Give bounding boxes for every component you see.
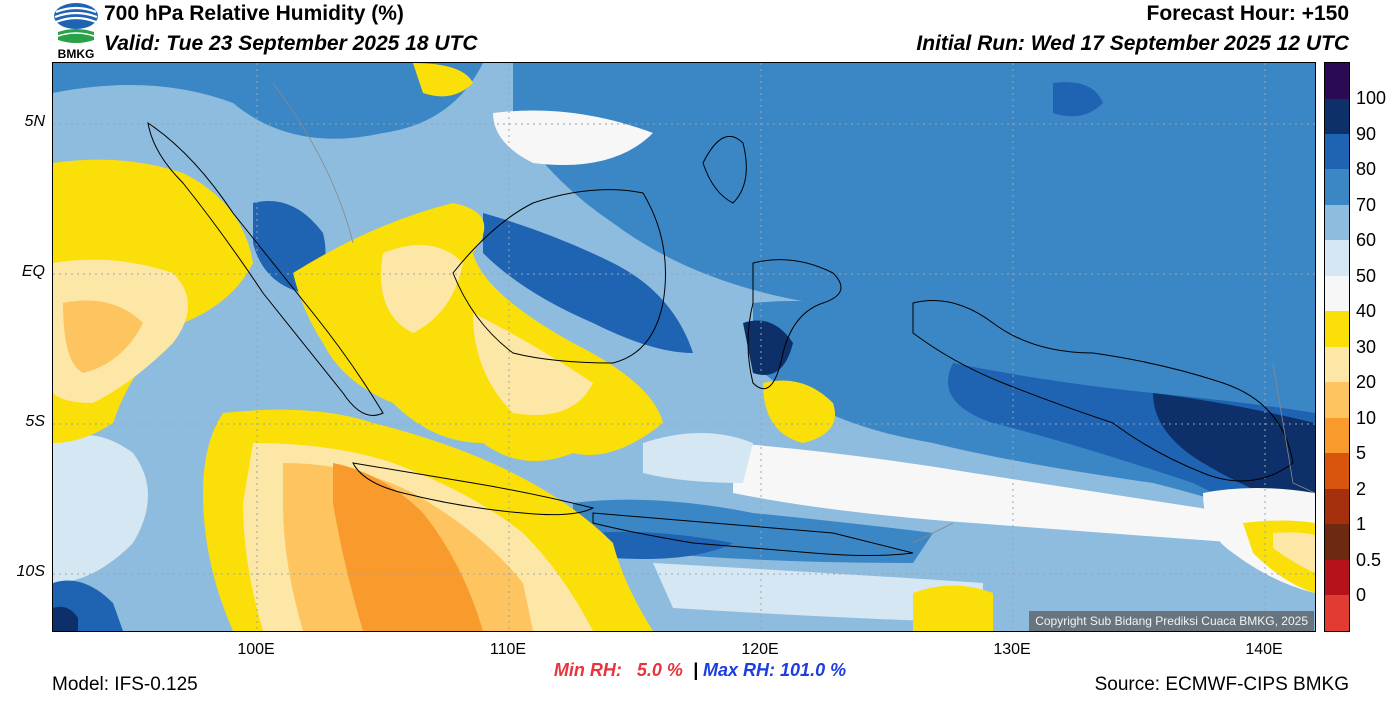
map-title: 700 hPa Relative Humidity (%) bbox=[104, 2, 404, 25]
colorbar-label: 90 bbox=[1356, 124, 1377, 144]
colorbar-label: 2 bbox=[1356, 479, 1367, 499]
colorbar-segment bbox=[1325, 595, 1349, 631]
colorbar-segment bbox=[1325, 134, 1349, 169]
colorbar-label: 100 bbox=[1356, 88, 1387, 108]
lon-label-110e: 110E bbox=[489, 641, 527, 658]
lon-label-120e: 120E bbox=[741, 641, 779, 658]
rh-stats: Min RH: 5.0 % | Max RH: 101.0 % bbox=[0, 660, 1400, 681]
colorbar-label: 70 bbox=[1356, 195, 1377, 215]
valid-time: Valid: Tue 23 September 2025 18 UTC bbox=[104, 32, 478, 55]
lat-label-5n: 5N bbox=[24, 113, 45, 130]
colorbar-segment bbox=[1325, 205, 1349, 240]
colorbar-segment bbox=[1325, 276, 1349, 311]
colorbar-label: 0 bbox=[1356, 585, 1367, 605]
colorbar-segment bbox=[1325, 240, 1349, 276]
bmkg-logo-icon: BMKG bbox=[52, 2, 100, 61]
colorbar-segment bbox=[1325, 99, 1349, 134]
colorbar-segment bbox=[1325, 453, 1349, 489]
colorbar-segment bbox=[1325, 560, 1349, 595]
colorbar-label: 20 bbox=[1356, 372, 1377, 392]
max-rh: Max RH: 101.0 % bbox=[703, 660, 846, 680]
max-rh-label: Max RH: bbox=[703, 660, 776, 680]
colorbar-segment bbox=[1325, 169, 1349, 205]
model-info: Model: IFS-0.125 bbox=[52, 674, 198, 695]
colorbar-segment bbox=[1325, 311, 1349, 347]
lon-label-140e: 140E bbox=[1245, 641, 1283, 658]
colorbar-label: 1 bbox=[1356, 514, 1367, 534]
colorbar-label: 30 bbox=[1356, 337, 1377, 357]
colorbar-label: 60 bbox=[1356, 230, 1377, 250]
max-rh-value: 101.0 % bbox=[780, 660, 847, 680]
colorbar-segment bbox=[1325, 347, 1349, 382]
lat-label-10s: 10S bbox=[16, 563, 45, 580]
initial-run: Initial Run: Wed 17 September 2025 12 UT… bbox=[916, 32, 1349, 55]
source-info: Source: ECMWF-CIPS BMKG bbox=[1094, 674, 1349, 695]
min-rh-value: 5.0 % bbox=[636, 660, 683, 680]
lon-label-130e: 130E bbox=[993, 641, 1031, 658]
logo-text: BMKG bbox=[58, 47, 95, 60]
colorbar-segment bbox=[1325, 63, 1349, 99]
copyright-notice: Copyright Sub Bidang Prediksi Cuaca BMKG… bbox=[1029, 611, 1314, 631]
lat-label-eq: EQ bbox=[21, 263, 45, 280]
colorbar-label: 5 bbox=[1356, 443, 1367, 463]
lat-label-5s: 5S bbox=[25, 413, 45, 430]
colorbar-segment bbox=[1325, 524, 1349, 560]
min-rh: Min RH: 5.0 % bbox=[554, 660, 683, 680]
colorbar bbox=[1324, 62, 1350, 632]
min-rh-label: Min RH: bbox=[553, 660, 622, 680]
colorbar-label: 80 bbox=[1356, 159, 1377, 179]
colorbar-label: 50 bbox=[1356, 266, 1377, 286]
colorbar-segment bbox=[1325, 382, 1349, 418]
colorbar-segment bbox=[1325, 489, 1349, 524]
forecast-hour: Forecast Hour: +150 bbox=[1146, 2, 1350, 25]
colorbar-label: 40 bbox=[1356, 301, 1377, 321]
colorbar-segment bbox=[1325, 418, 1349, 453]
lon-label-100e: 100E bbox=[237, 641, 275, 658]
stats-separator: | bbox=[692, 660, 698, 680]
colorbar-label: 10 bbox=[1356, 408, 1377, 428]
colorbar-label: 0.5 bbox=[1356, 550, 1382, 570]
humidity-map[interactable] bbox=[52, 62, 1316, 632]
